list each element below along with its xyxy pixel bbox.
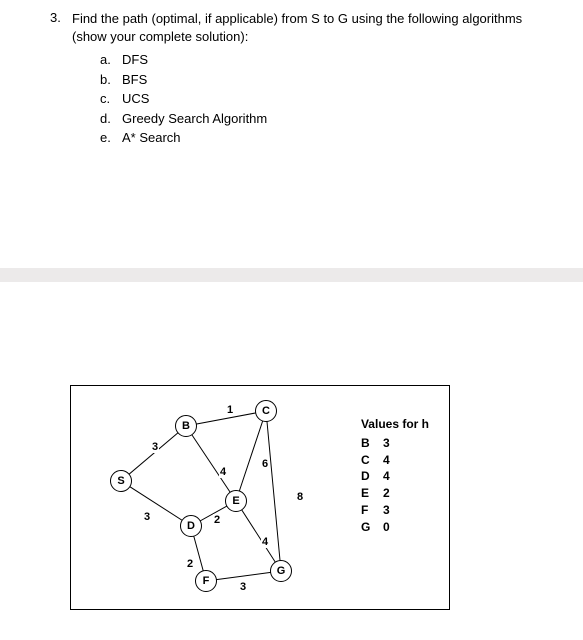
heuristic-value: 3 [383, 435, 390, 452]
heuristic-value: 2 [383, 485, 390, 502]
sub-letter: a. [100, 50, 122, 70]
sub-label: Greedy Search Algorithm [122, 109, 267, 129]
edge [236, 501, 281, 571]
heuristic-key: F [361, 502, 383, 519]
edge-weight: 8 [296, 491, 304, 503]
sub-letter: c. [100, 89, 122, 109]
sub-item: d.Greedy Search Algorithm [100, 109, 543, 129]
question-block: 3. Find the path (optimal, if applicable… [0, 0, 583, 148]
heuristic-value: 3 [383, 502, 390, 519]
section-divider [0, 268, 583, 282]
sub-letter: e. [100, 128, 122, 148]
sub-item: e.A* Search [100, 128, 543, 148]
figure-box: SBCDEFG3314682243 Values for h B3C4D4E2F… [70, 385, 450, 610]
heuristic-row: E2 [361, 485, 429, 502]
heuristic-row: F3 [361, 502, 429, 519]
sub-label: DFS [122, 50, 148, 70]
question-line: 3. Find the path (optimal, if applicable… [50, 10, 543, 46]
question-number: 3. [50, 10, 61, 25]
heuristic-key: C [361, 452, 383, 469]
heuristic-row: D4 [361, 468, 429, 485]
sub-label: A* Search [122, 128, 181, 148]
edge [121, 481, 191, 526]
edge [236, 411, 266, 501]
heuristic-row: B3 [361, 435, 429, 452]
edge-weight: 2 [213, 514, 221, 526]
sub-list: a.DFSb.BFSc.UCSd.Greedy Search Algorithm… [100, 50, 543, 148]
edge [186, 426, 236, 501]
edge-weight: 3 [143, 511, 151, 523]
edge-weight: 3 [239, 581, 247, 593]
heuristic-rows: B3C4D4E2F3G0 [361, 435, 429, 536]
sub-item: b.BFS [100, 70, 543, 90]
sub-label: BFS [122, 70, 147, 90]
heuristic-value: 4 [383, 468, 390, 485]
node-g: G [270, 560, 292, 582]
question-text: Find the path (optimal, if applicable) f… [72, 10, 543, 46]
heuristic-key: G [361, 519, 383, 536]
heuristic-key: E [361, 485, 383, 502]
sub-label: UCS [122, 89, 149, 109]
heuristic-key: B [361, 435, 383, 452]
edge [121, 426, 186, 481]
heuristic-row: C4 [361, 452, 429, 469]
edge-weight: 2 [186, 558, 194, 570]
node-s: S [110, 470, 132, 492]
edge-weight: 3 [151, 441, 159, 453]
edge-weight: 6 [261, 458, 269, 470]
edge-weight: 1 [226, 404, 234, 416]
node-c: C [255, 400, 277, 422]
heuristic-table: Values for h B3C4D4E2F3G0 [361, 416, 429, 536]
node-f: F [195, 570, 217, 592]
node-d: D [180, 515, 202, 537]
heuristic-value: 4 [383, 452, 390, 469]
graph-diagram: S B C D E F G 3 3 1 4 6 8 2 2 4 3 [71, 386, 331, 611]
heuristic-value: 0 [383, 519, 390, 536]
sub-item: c.UCS [100, 89, 543, 109]
sub-item: a.DFS [100, 50, 543, 70]
node-e: E [225, 490, 247, 512]
heuristic-row: G0 [361, 519, 429, 536]
heuristic-key: D [361, 468, 383, 485]
edge-weight: 4 [219, 466, 227, 478]
node-b: B [175, 415, 197, 437]
sub-letter: d. [100, 109, 122, 129]
heuristic-title: Values for h [361, 416, 429, 433]
edge-weight: 4 [261, 536, 269, 548]
sub-letter: b. [100, 70, 122, 90]
